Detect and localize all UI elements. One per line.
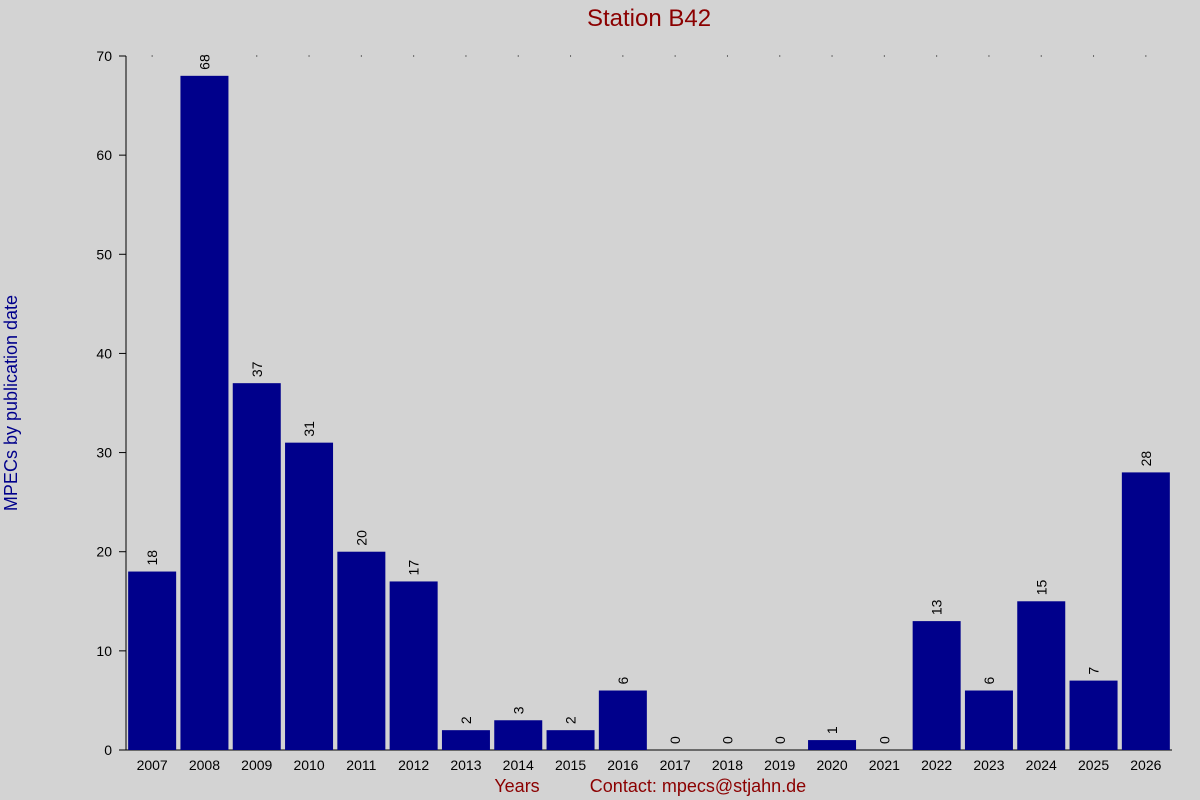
- data-label: 18: [144, 550, 160, 566]
- x-tick-label: 2024: [1026, 757, 1057, 773]
- grid-dot: [1145, 55, 1147, 57]
- y-tick-label: 0: [104, 742, 112, 758]
- x-tick-label: 2013: [450, 757, 481, 773]
- contact-text: Contact: mpecs@stjahn.de: [590, 776, 806, 796]
- x-tick-label: 2011: [346, 757, 376, 773]
- grid-dot: [831, 55, 833, 57]
- grid-dot: [151, 55, 153, 57]
- x-tick-label: 2010: [293, 757, 324, 773]
- grid-dot: [883, 55, 885, 57]
- bar-2020: [808, 740, 857, 750]
- grid-dot: [360, 55, 362, 57]
- data-label: 15: [1033, 579, 1049, 595]
- x-tick-label: 2012: [398, 757, 429, 773]
- data-label: 0: [719, 736, 735, 744]
- x-axis-label: Years: [494, 776, 539, 796]
- x-tick-label: 2015: [555, 757, 586, 773]
- grid-dot: [308, 55, 310, 57]
- x-tick-label: 2022: [921, 757, 952, 773]
- data-label: 37: [249, 361, 265, 377]
- grid-dot: [988, 55, 990, 57]
- grid-dot: [517, 55, 519, 57]
- data-label: 17: [406, 560, 422, 576]
- grid-dot: [570, 55, 572, 57]
- data-label: 0: [667, 736, 683, 744]
- data-label: 2: [563, 716, 579, 724]
- y-tick-label: 20: [96, 544, 112, 560]
- data-label: 28: [1138, 451, 1154, 467]
- bar-2016: [598, 690, 647, 750]
- grid-dot: [936, 55, 938, 57]
- bar-2022: [912, 621, 961, 750]
- x-tick-label: 2026: [1130, 757, 1161, 773]
- grid-dot: [674, 55, 676, 57]
- x-tick-label: 2018: [712, 757, 743, 773]
- bar-2015: [546, 730, 595, 750]
- data-label: 6: [981, 677, 997, 685]
- grid-dot: [413, 55, 415, 57]
- data-label: 1: [824, 726, 840, 734]
- grid-dot: [1093, 55, 1095, 57]
- x-tick-label: 2007: [137, 757, 168, 773]
- x-tick-label: 2017: [660, 757, 691, 773]
- bar-2008: [180, 75, 229, 751]
- x-tick-label: 2009: [241, 757, 272, 773]
- bars: [128, 75, 1170, 751]
- x-tick-label: 2025: [1078, 757, 1109, 773]
- x-tick-label: 2016: [607, 757, 638, 773]
- data-label: 13: [929, 599, 945, 615]
- data-label: 6: [615, 677, 631, 685]
- grid-dot: [465, 55, 467, 57]
- data-label: 2: [458, 716, 474, 724]
- x-tick-label: 2021: [869, 757, 900, 773]
- axes: [125, 56, 1172, 751]
- data-label: 0: [772, 736, 788, 744]
- bar-2010: [285, 442, 334, 750]
- x-tick-label: 2014: [503, 757, 534, 773]
- bar-2009: [232, 383, 281, 750]
- x-tick-label: 2008: [189, 757, 220, 773]
- data-labels: 18 68 37 31 20 17 2 3 2 6 0 0 0 1 0 13 6 15 7 28: [144, 54, 1154, 744]
- y-tick-label: 40: [96, 345, 112, 361]
- bar-2026: [1121, 472, 1170, 750]
- chart-title: Station B42: [587, 5, 711, 32]
- data-label: 0: [876, 736, 892, 744]
- grid-dot: [622, 55, 624, 57]
- bar-2024: [1017, 601, 1066, 750]
- x-tick-label: 2019: [764, 757, 795, 773]
- bar-2011: [337, 551, 386, 750]
- grid-dot: [1040, 55, 1042, 57]
- data-label: 68: [196, 54, 212, 70]
- grid-dots: [151, 55, 1147, 57]
- data-label: 3: [510, 706, 526, 714]
- y-tick-label: 60: [96, 147, 112, 163]
- bar-2023: [964, 690, 1013, 750]
- y-axis-label: MPECs by publication date: [1, 295, 21, 511]
- y-tick-label: 10: [96, 643, 112, 659]
- grid-dot: [726, 55, 728, 57]
- x-ticks: 2007 2008 2009 2010 2011 2012 2013 2014 2015 2016…: [137, 757, 1162, 773]
- bar-2025: [1069, 680, 1118, 750]
- x-tick-label: 2020: [816, 757, 847, 773]
- y-tick-label: 70: [96, 48, 112, 64]
- bar-2007: [128, 571, 177, 750]
- data-label: 31: [301, 421, 317, 437]
- y-ticks: 0 10 20 30 40 50 60 70: [96, 48, 126, 758]
- y-tick-label: 50: [96, 246, 112, 262]
- x-tick-label: 2023: [973, 757, 1004, 773]
- y-tick-label: 30: [96, 445, 112, 461]
- data-label: 20: [353, 530, 369, 546]
- grid-dot: [203, 55, 205, 57]
- grid-dot: [256, 55, 258, 57]
- bar-2014: [494, 720, 543, 750]
- data-label: 7: [1086, 667, 1102, 675]
- bar-2013: [441, 730, 490, 750]
- bar-2012: [389, 581, 438, 750]
- grid-dot: [779, 55, 781, 57]
